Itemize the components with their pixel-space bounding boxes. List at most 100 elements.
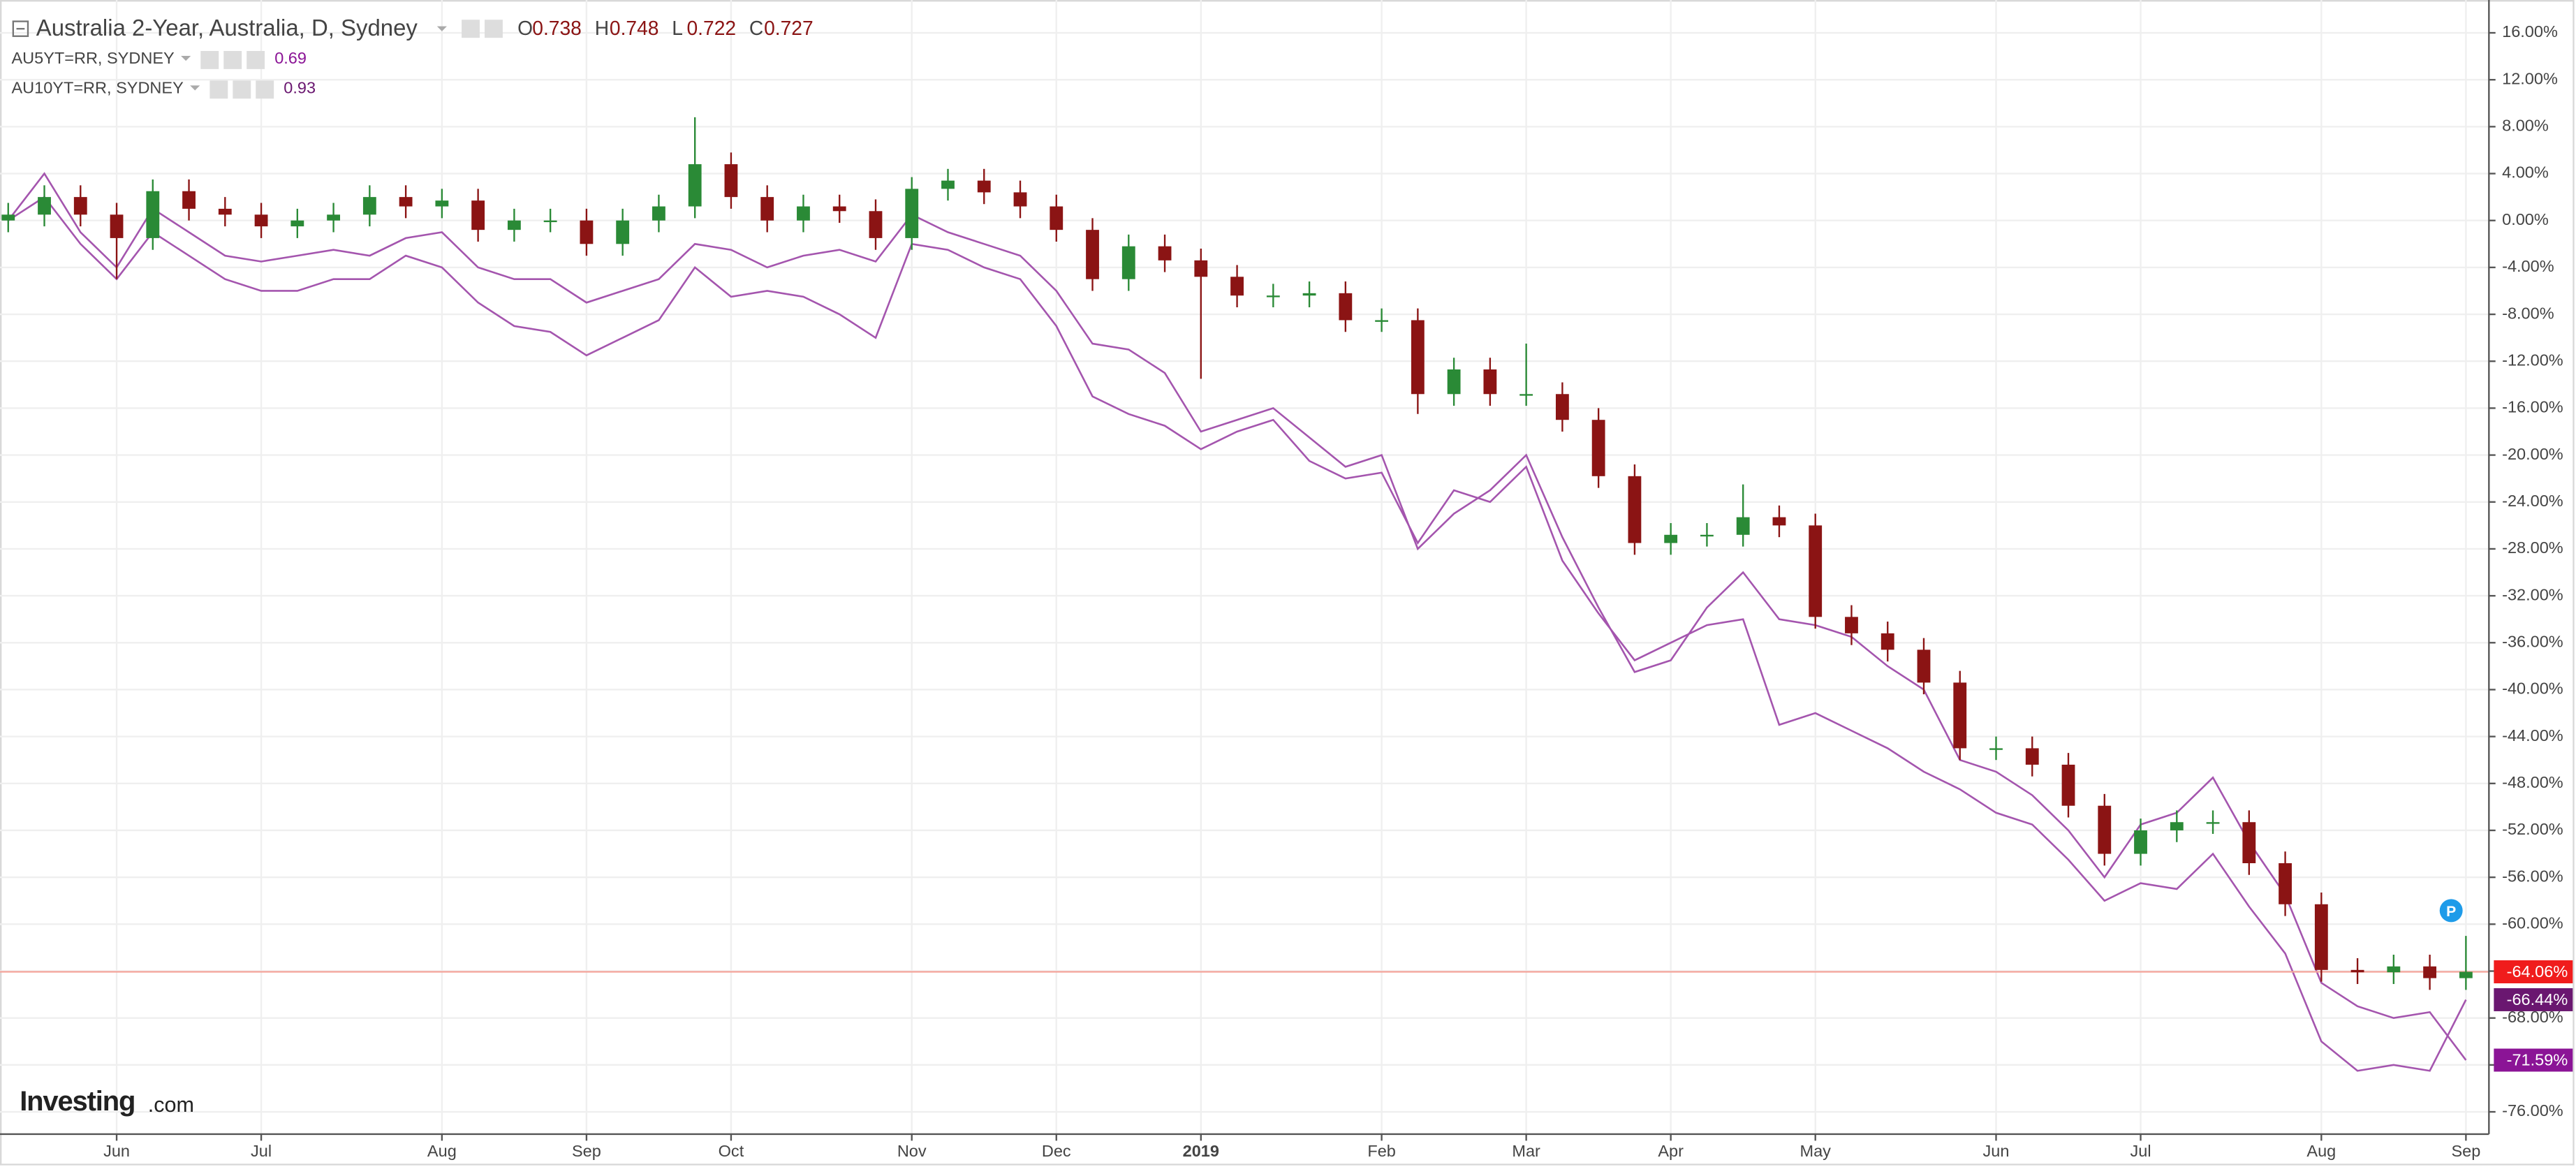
candle-body bbox=[182, 191, 196, 209]
collapse-icon[interactable] bbox=[12, 20, 29, 37]
candle-body bbox=[507, 220, 521, 230]
candle-body bbox=[1917, 649, 1931, 683]
candle-body bbox=[1121, 246, 1135, 279]
candle-body bbox=[218, 208, 232, 215]
chart-title: Australia 2-Year, Australia, D, Sydney bbox=[36, 15, 418, 41]
candle-body bbox=[1302, 293, 1316, 296]
y-tick-label: -4.00% bbox=[2502, 257, 2554, 275]
candle-body bbox=[362, 197, 376, 215]
icon-button bbox=[246, 50, 265, 69]
candle-body bbox=[652, 206, 665, 221]
ohlc-label: L bbox=[672, 17, 683, 39]
candle-body bbox=[1013, 192, 1027, 207]
x-tick-label: Dec bbox=[1042, 1142, 1071, 1160]
ohlc-label: C bbox=[749, 17, 763, 39]
candle-body bbox=[2242, 822, 2256, 864]
dropdown bbox=[181, 56, 191, 61]
last-value-label: -64.06% bbox=[2507, 962, 2568, 981]
candle-body bbox=[760, 197, 774, 221]
marker-label: P bbox=[2446, 904, 2456, 920]
icon-button[interactable] bbox=[462, 20, 480, 38]
candle-body bbox=[2387, 966, 2401, 973]
y-tick-label: -76.00% bbox=[2502, 1101, 2563, 1120]
y-tick-label: -24.00% bbox=[2502, 492, 2563, 510]
icon-button bbox=[256, 80, 274, 99]
x-tick-label: Jun bbox=[103, 1142, 130, 1160]
last-value-box bbox=[2494, 960, 2573, 983]
x-tick-label: Mar bbox=[1512, 1142, 1540, 1160]
candle-body bbox=[1447, 369, 1461, 395]
y-tick-label: -52.00% bbox=[2502, 820, 2563, 838]
candle-body bbox=[1194, 260, 1208, 277]
candle-body bbox=[2279, 863, 2292, 904]
x-tick-label: Apr bbox=[1658, 1142, 1684, 1160]
ohlc-value: 0.727 bbox=[764, 17, 814, 39]
x-tick-label: Sep bbox=[2451, 1142, 2480, 1160]
comparison-line bbox=[7, 172, 2467, 1061]
icon-button[interactable] bbox=[485, 20, 503, 38]
candle-body bbox=[724, 164, 738, 198]
y-tick-label: -44.00% bbox=[2502, 726, 2563, 744]
plot bbox=[0, 117, 2489, 1072]
legend-value: 0.93 bbox=[284, 78, 316, 96]
candle-body bbox=[2170, 822, 2184, 830]
marker[interactable] bbox=[2439, 899, 2463, 923]
candle-body bbox=[1809, 525, 1823, 617]
last-value-box bbox=[2494, 1048, 2573, 1072]
y-tick-label: 16.00% bbox=[2502, 22, 2558, 41]
candle-body bbox=[1772, 517, 1786, 526]
candle-body bbox=[2061, 764, 2075, 806]
candle-body bbox=[1555, 394, 1569, 420]
candle-body bbox=[399, 197, 413, 207]
candle-body bbox=[977, 180, 991, 193]
candle-body bbox=[290, 220, 304, 227]
candle-body bbox=[435, 200, 449, 207]
candle-body bbox=[2459, 971, 2473, 978]
candle-body bbox=[580, 220, 594, 244]
candle-body bbox=[2098, 805, 2112, 854]
legend-name: AU5YT=RR, SYDNEY bbox=[11, 49, 175, 67]
y-tick-label: -60.00% bbox=[2502, 914, 2563, 932]
axis-labels: 16.00% 12.00% 8.00% 4.00% 0.00% -4.00% -8.00% -… bbox=[103, 22, 2573, 1160]
candle-body bbox=[1050, 206, 1063, 230]
icon-button bbox=[200, 50, 219, 69]
candle-body bbox=[1953, 682, 1967, 749]
x-tick-label: Aug bbox=[427, 1142, 457, 1160]
legend-name: AU10YT=RR, SYDNEY bbox=[11, 78, 184, 96]
y-tick-label: -16.00% bbox=[2502, 398, 2563, 416]
x-tick-label: Aug bbox=[2306, 1142, 2336, 1160]
candle-body bbox=[38, 197, 51, 215]
x-tick-label: Jul bbox=[251, 1142, 272, 1160]
dropdown[interactable] bbox=[436, 26, 447, 31]
ohlc-label: O bbox=[517, 17, 533, 39]
candle-body bbox=[2314, 904, 2328, 970]
x-tick-label: Feb bbox=[1367, 1142, 1396, 1160]
y-tick-label: -36.00% bbox=[2502, 632, 2563, 650]
y-tick-label: -12.00% bbox=[2502, 351, 2563, 369]
icon-button bbox=[209, 80, 228, 99]
candle-body bbox=[327, 214, 341, 221]
candle-body bbox=[616, 220, 630, 244]
ohlc-value: 0.738 bbox=[532, 17, 582, 39]
candle-body bbox=[1881, 633, 1894, 650]
ohlc-values: O 0.738 H 0.748 L 0.722 C 0.727 bbox=[517, 17, 814, 39]
candle-body bbox=[1266, 295, 1280, 298]
candle-body bbox=[2423, 966, 2437, 978]
candle-body bbox=[1519, 394, 1533, 396]
logo: .com bbox=[148, 1093, 194, 1117]
dropdown bbox=[190, 85, 200, 91]
y-tick-label: -56.00% bbox=[2502, 867, 2563, 885]
x-tick-label: May bbox=[1799, 1142, 1831, 1160]
candle-body bbox=[1, 214, 15, 221]
candle-body bbox=[1086, 230, 1099, 279]
y-tick-label: -20.00% bbox=[2502, 445, 2563, 463]
x-tick-label: Oct bbox=[719, 1142, 744, 1160]
candle-body bbox=[941, 180, 955, 189]
last-value-box bbox=[2494, 988, 2573, 1011]
y-tick-label: 12.00% bbox=[2502, 69, 2558, 87]
y-tick-label: 4.00% bbox=[2502, 163, 2549, 182]
comparison-line bbox=[8, 196, 2467, 1072]
y-tick-label: -8.00% bbox=[2502, 304, 2554, 322]
